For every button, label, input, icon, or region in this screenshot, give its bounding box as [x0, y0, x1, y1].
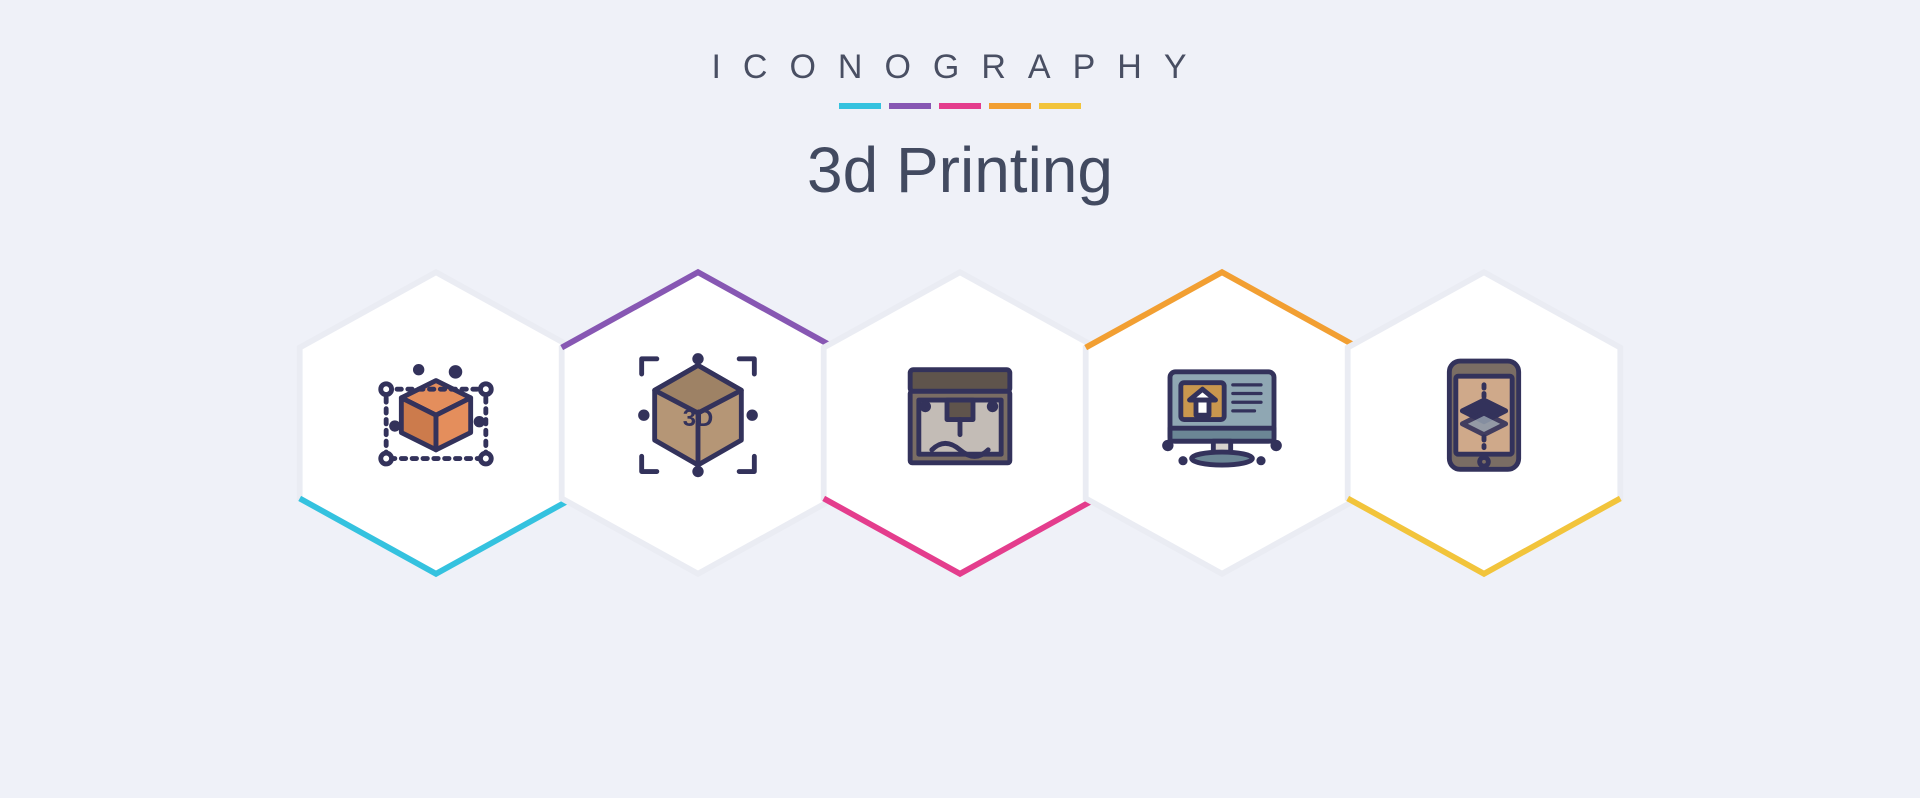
header-label: ICONOGRAPHY — [0, 48, 1920, 87]
printer-icon — [895, 350, 1025, 480]
hex-card-3 — [815, 263, 1105, 583]
hex-card-4 — [1077, 263, 1367, 583]
hex-row: 3D — [0, 263, 1920, 583]
cube-mesh-icon — [371, 350, 501, 480]
hex-card-2: 3D — [553, 263, 843, 583]
tablet-shape-icon — [1419, 350, 1549, 480]
color-seg-4 — [989, 103, 1031, 109]
infographic-root: ICONOGRAPHY 3d Printing — [0, 0, 1920, 798]
color-bar — [0, 103, 1920, 109]
svg-text:3D: 3D — [683, 405, 713, 432]
header: ICONOGRAPHY 3d Printing — [0, 0, 1920, 207]
title: 3d Printing — [0, 133, 1920, 207]
color-seg-5 — [1039, 103, 1081, 109]
hex-card-1 — [291, 263, 581, 583]
hex-card-5 — [1339, 263, 1629, 583]
color-seg-2 — [889, 103, 931, 109]
color-seg-3 — [939, 103, 981, 109]
color-seg-1 — [839, 103, 881, 109]
hex-3d-icon: 3D — [633, 350, 763, 480]
monitor-cad-icon — [1157, 350, 1287, 480]
